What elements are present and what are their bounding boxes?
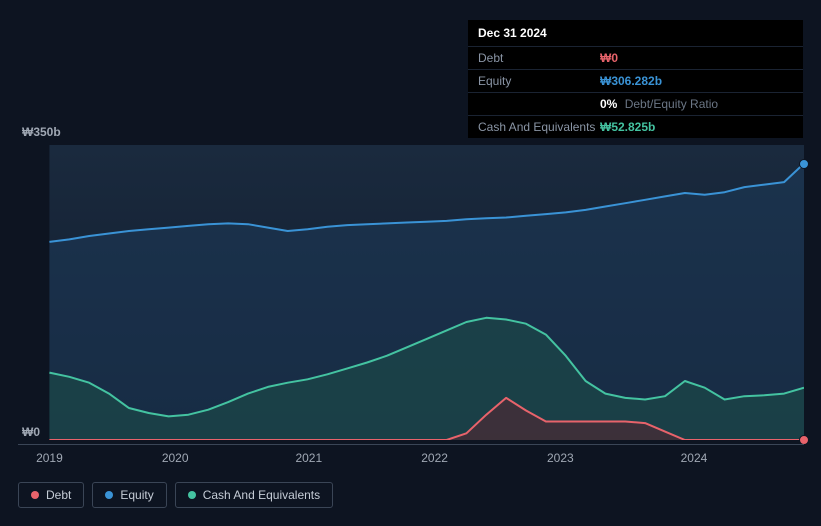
x-tick: 2021 — [295, 451, 322, 465]
tooltip-value: ₩52.825b — [600, 120, 793, 134]
tooltip-row-ratio: 0% Debt/Equity Ratio — [468, 93, 803, 116]
end-marker-equity — [799, 159, 809, 169]
area-chart[interactable] — [18, 145, 804, 440]
tooltip-row-cash: Cash And Equivalents ₩52.825b — [468, 116, 803, 138]
legend-item[interactable]: Cash And Equivalents — [175, 482, 333, 508]
tooltip-label: Debt — [478, 51, 600, 65]
x-tick: 2023 — [547, 451, 574, 465]
tooltip-date: Dec 31 2024 — [468, 20, 803, 47]
tooltip-value: ₩306.282b — [600, 74, 793, 88]
legend-label: Debt — [46, 488, 71, 502]
tooltip-extra: Debt/Equity Ratio — [625, 97, 718, 111]
x-axis: 2019 2020 2021 2022 2023 2024 — [18, 444, 804, 464]
x-tick: 2019 — [36, 451, 63, 465]
legend-label: Cash And Equivalents — [203, 488, 320, 502]
tooltip-label: Cash And Equivalents — [478, 120, 600, 134]
tooltip-row-debt: Debt ₩0 — [468, 47, 803, 70]
legend-dot-icon — [31, 491, 39, 499]
tooltip-label — [478, 97, 600, 111]
legend-item[interactable]: Equity — [92, 482, 166, 508]
tooltip-value: ₩0 — [600, 51, 793, 65]
chart-legend: Debt Equity Cash And Equivalents — [18, 482, 333, 508]
data-tooltip: Dec 31 2024 Debt ₩0 Equity ₩306.282b 0% … — [468, 20, 803, 138]
x-tick: 2020 — [162, 451, 189, 465]
legend-dot-icon — [105, 491, 113, 499]
x-tick: 2022 — [421, 451, 448, 465]
chart-svg — [18, 145, 804, 440]
legend-item[interactable]: Debt — [18, 482, 84, 508]
y-axis-max: ₩350b — [22, 125, 61, 139]
legend-dot-icon — [188, 491, 196, 499]
x-tick: 2024 — [681, 451, 708, 465]
legend-label: Equity — [120, 488, 153, 502]
tooltip-row-equity: Equity ₩306.282b — [468, 70, 803, 93]
tooltip-label: Equity — [478, 74, 600, 88]
tooltip-value: 0% Debt/Equity Ratio — [600, 97, 793, 111]
